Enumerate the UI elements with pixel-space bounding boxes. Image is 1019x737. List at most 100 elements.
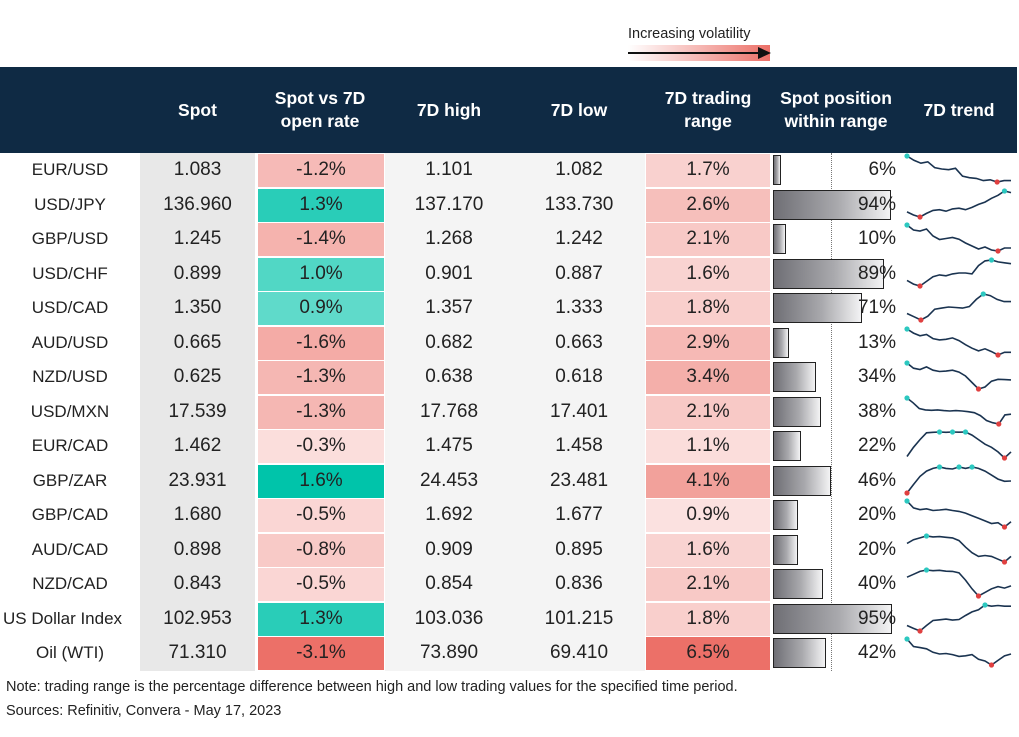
trend-sparkline xyxy=(906,291,1011,323)
trend-min-marker xyxy=(918,317,924,323)
table-row: AUD/USD 0.665 -1.6% 0.682 0.663 2.9% 13% xyxy=(0,325,1017,360)
spot-value: 0.665 xyxy=(173,331,222,353)
trend-max-marker xyxy=(980,291,986,297)
trend-max-marker xyxy=(982,601,988,608)
trend-min-marker xyxy=(1001,455,1008,461)
position-bar xyxy=(773,500,798,530)
range-value: 0.9% xyxy=(686,504,730,525)
trend-max-marker xyxy=(962,429,969,435)
vs-open-heat xyxy=(258,637,384,670)
range-value: 1.6% xyxy=(686,262,730,284)
position-value: 38% xyxy=(857,400,896,422)
trend-max-marker xyxy=(956,463,962,470)
spot-column-bg xyxy=(140,153,255,671)
position-value: 95% xyxy=(857,607,896,629)
pair-label: USD/MXN xyxy=(30,401,110,421)
trend-min-marker xyxy=(1001,524,1008,530)
range-value: 1.1% xyxy=(686,435,730,456)
low-value: 23.481 xyxy=(549,469,609,491)
trend-min-marker xyxy=(975,593,982,599)
trend-line xyxy=(906,431,1012,460)
position-value: 71% xyxy=(857,297,896,318)
range-heat xyxy=(646,326,770,360)
volatility-legend-label: Increasing volatility xyxy=(628,26,751,42)
high-value: 1.475 xyxy=(425,435,473,456)
trend-sparkline xyxy=(906,532,1012,565)
pair-label: AUD/CAD xyxy=(31,539,109,559)
range-value: 1.8% xyxy=(686,607,730,629)
spot-value: 17.539 xyxy=(168,400,227,422)
vs-open-heat xyxy=(258,154,384,187)
spot-value: 1.462 xyxy=(173,435,222,456)
position-bar xyxy=(773,603,892,634)
spot-value: 0.898 xyxy=(173,538,222,560)
low-value: 133.730 xyxy=(544,193,614,215)
position-value: 34% xyxy=(857,366,896,387)
position-bar xyxy=(773,396,821,427)
position-bar xyxy=(773,638,826,668)
range-value: 1.7% xyxy=(686,159,730,180)
position-bar xyxy=(773,224,786,254)
trend-max-marker xyxy=(936,463,943,470)
low-value: 1.082 xyxy=(555,159,603,180)
spot-value: 102.953 xyxy=(163,607,232,629)
trend-line xyxy=(906,362,1012,390)
range-heat xyxy=(646,602,770,636)
vs-open-value: -1.3% xyxy=(296,400,346,422)
trend-line xyxy=(906,155,1011,183)
table-body: EUR/USD 1.083 -1.2% 1.101 1.082 1.7% 6% USD/JPY… xyxy=(0,153,1017,671)
trend-max-marker xyxy=(904,153,910,159)
trend-sparkline xyxy=(906,429,1012,461)
vs-open-value: -0.5% xyxy=(296,573,346,594)
position-bar xyxy=(773,431,801,461)
vs-open-value: -0.5% xyxy=(296,504,346,525)
vs-open-value: 0.9% xyxy=(299,297,343,318)
spot-value: 0.625 xyxy=(173,366,222,387)
low-value: 0.663 xyxy=(555,331,603,353)
table-row: EUR/USD 1.083 -1.2% 1.101 1.082 1.7% 6% xyxy=(0,153,1017,187)
vs-open-value: 1.0% xyxy=(299,262,343,284)
range-value: 1.6% xyxy=(686,538,730,560)
low-value: 0.836 xyxy=(555,573,603,594)
pair-label: NZD/CAD xyxy=(32,574,108,593)
position-value: 20% xyxy=(857,504,896,525)
spot-value: 23.931 xyxy=(168,469,227,491)
spot-value: 0.899 xyxy=(173,262,222,284)
trend-max-marker xyxy=(923,532,930,539)
header-7d-low: 7D low xyxy=(550,99,608,120)
vs-open-heat xyxy=(258,533,384,567)
volatility-legend: Increasing volatility xyxy=(618,24,774,64)
trend-min-marker xyxy=(996,420,1002,427)
high-value: 1.357 xyxy=(425,297,473,318)
trend-line xyxy=(906,500,1012,528)
trend-max-marker xyxy=(904,222,910,228)
vs-open-value: -1.4% xyxy=(296,228,346,249)
position-bar xyxy=(773,189,891,220)
trend-min-marker xyxy=(1001,558,1008,565)
range-value: 2.6% xyxy=(686,193,730,215)
table-row: AUD/CAD 0.898 -0.8% 0.909 0.895 1.6% 20% xyxy=(0,532,1017,567)
low-value: 17.401 xyxy=(549,400,609,422)
trend-max-marker xyxy=(904,325,910,332)
spot-value: 1.083 xyxy=(173,159,222,180)
trend-min-marker xyxy=(995,351,1001,358)
low-value: 1.333 xyxy=(555,297,603,318)
table-row: NZD/CAD 0.843 -0.5% 0.854 0.836 2.1% 40% xyxy=(0,567,1017,601)
trend-sparkline xyxy=(904,636,1012,668)
trend-min-marker xyxy=(917,213,923,220)
vs-open-heat xyxy=(258,292,384,325)
position-bar xyxy=(773,155,781,185)
vs-open-value: 1.3% xyxy=(299,607,343,629)
position-value: 6% xyxy=(868,159,896,180)
range-heat xyxy=(646,499,770,532)
position-value: 13% xyxy=(857,331,896,353)
high-value: 0.909 xyxy=(425,538,473,560)
table-row: EUR/CAD 1.462 -0.3% 1.475 1.458 1.1% 22% xyxy=(0,429,1017,463)
trend-line xyxy=(906,293,1011,321)
trend-sparkline xyxy=(906,187,1012,220)
header-spot: Spot xyxy=(178,99,217,120)
position-value: 10% xyxy=(857,228,896,249)
trend-line xyxy=(906,224,1011,252)
trend-min-marker xyxy=(988,662,995,668)
range-heat xyxy=(646,154,770,187)
